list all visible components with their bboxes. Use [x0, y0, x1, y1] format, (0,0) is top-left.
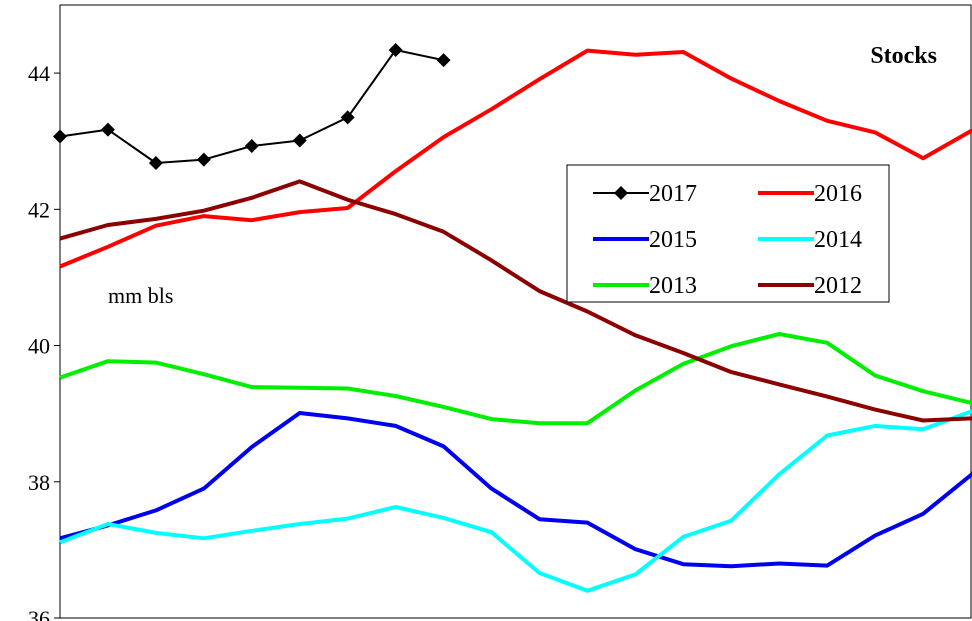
legend-box [566, 164, 890, 303]
data-point-2017 [292, 133, 307, 148]
series-line-2016 [59, 48, 972, 269]
plot-area-frame [59, 4, 972, 619]
data-point-2017 [196, 152, 211, 167]
legend: 2017 2016 2015 2014 2013 2012 [566, 164, 890, 303]
legend-label-2015: 2015 [649, 227, 697, 253]
series-layer [53, 42, 972, 593]
data-point-2017 [340, 110, 355, 125]
series-line-2013 [59, 332, 972, 426]
series-line-2012 [59, 179, 972, 423]
legend-label-2016: 2016 [814, 181, 862, 207]
y-tick-label: 44 [28, 61, 50, 86]
data-point-2017 [100, 122, 115, 137]
axes [59, 4, 972, 619]
y-tick-label: 42 [28, 197, 50, 222]
legend-label-2012: 2012 [814, 273, 862, 299]
y-axis-ticks: 36 38 40 42 44 [28, 61, 60, 621]
y-tick-label: 40 [28, 334, 50, 359]
unit-label: mm bls [108, 283, 173, 308]
legend-marker-2017 [614, 186, 628, 200]
series-line-2015 [59, 411, 972, 569]
legend-label-2013: 2013 [649, 273, 697, 299]
y-tick-label: 36 [28, 606, 50, 621]
data-point-2017 [436, 53, 451, 68]
data-point-2017 [244, 138, 259, 153]
series-line-2014 [59, 409, 972, 593]
chart-title: Stocks [870, 43, 937, 69]
data-point-2017 [53, 129, 67, 144]
legend-label-2014: 2014 [814, 227, 862, 253]
legend-label-2017: 2017 [649, 181, 697, 207]
data-point-2017 [148, 156, 163, 171]
data-point-2017 [388, 42, 403, 57]
y-tick-label: 38 [28, 470, 50, 495]
